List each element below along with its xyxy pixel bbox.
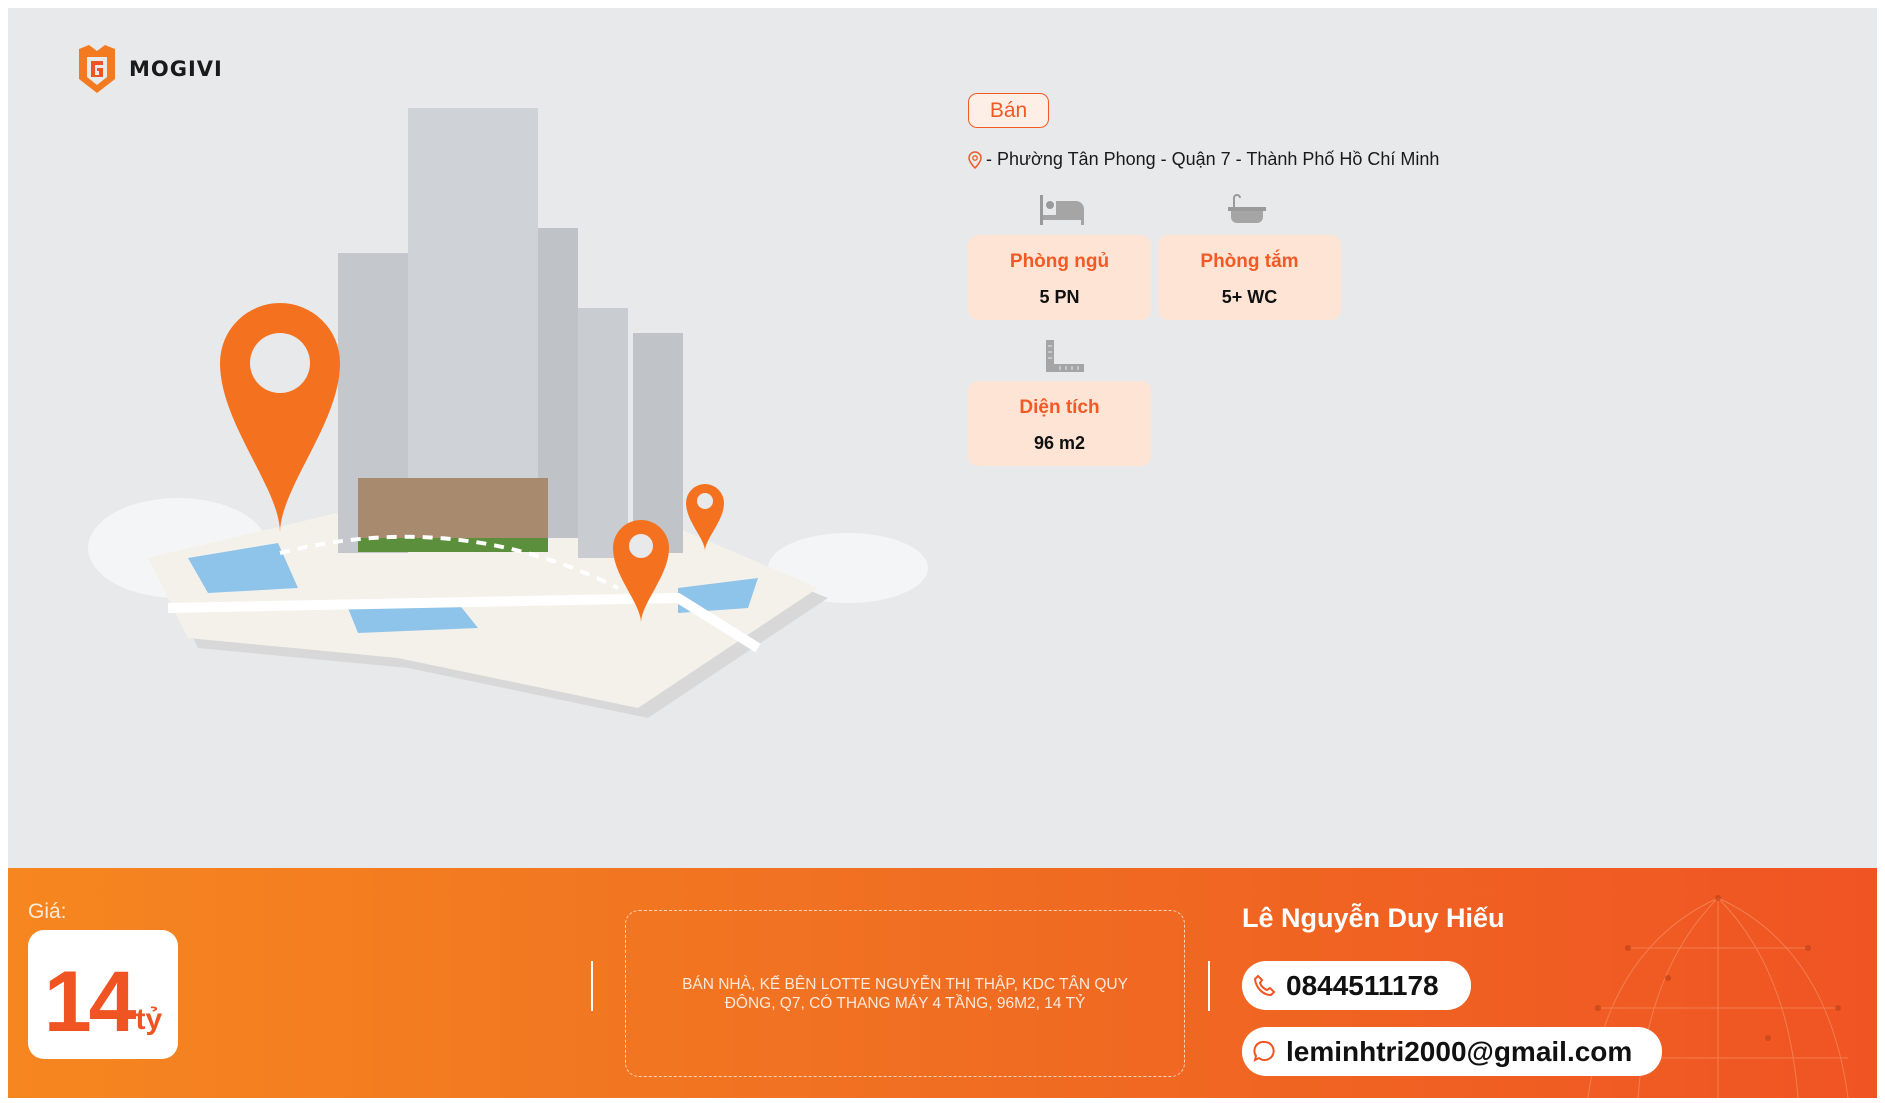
address: - Phường Tân Phong - Quận 7 - Thành Phố … [968,149,1439,170]
divider [591,961,593,1011]
feature-label: Phòng ngủ [1009,251,1110,272]
listing-description: BÁN NHÀ, KẾ BÊN LOTTE NGUYỄN THỊ THẬP, K… [625,910,1185,1077]
location-pin-icon [968,150,982,169]
price-label: Giá: [28,900,67,923]
bed-icon [1040,195,1084,225]
bathtub-icon [1228,194,1266,223]
ruler-icon [1046,340,1084,372]
email-address: leminhtri2000@gmail.com [1286,1035,1633,1067]
logo-text: MOGIVI [129,57,223,81]
listing-type-badge: Bán [968,93,1049,128]
phone-button[interactable]: 0844511178 [1242,961,1471,1010]
feature-value: 5+ WC [1221,287,1278,307]
chat-icon [1253,1040,1275,1062]
feature-card-area: Diện tích 96 m2 [968,381,1151,466]
feature-card-bathrooms: Phòng tắm 5+ WC [1158,235,1341,320]
feature-card-bedrooms: Phòng ngủ 5 PN [968,235,1151,320]
feature-value: 96 m2 [1033,433,1086,453]
mogivi-logo-icon [79,45,115,93]
network-globe-decoration [1587,895,1849,1098]
phone-icon [1253,974,1276,996]
mogivi-logo[interactable]: MOGIVI [75,45,223,93]
agent-name: Lê Nguyễn Duy Hiếu [1242,903,1505,933]
divider [1208,961,1210,1011]
listing-page: MOGIVI Bán - Phường Tân Phong - Quận 7 -… [8,8,1877,1098]
email-button[interactable]: leminhtri2000@gmail.com [1242,1027,1662,1076]
feature-label: Phòng tắm [1200,251,1299,272]
city-map-illustration [88,108,928,718]
price-value: 14 [43,954,137,1051]
price-box: 14 tỷ [28,930,178,1059]
address-text: - Phường Tân Phong - Quận 7 - Thành Phố … [986,149,1440,169]
feature-label: Diện tích [1019,397,1100,418]
contact-banner: Giá: 14 tỷ BÁN NHÀ, KẾ BÊN LOTTE NGUYỄN … [8,868,1877,1098]
feature-value: 5 PN [1039,287,1080,307]
phone-number: 0844511178 [1286,969,1439,1001]
price-unit: tỷ [135,1003,163,1036]
